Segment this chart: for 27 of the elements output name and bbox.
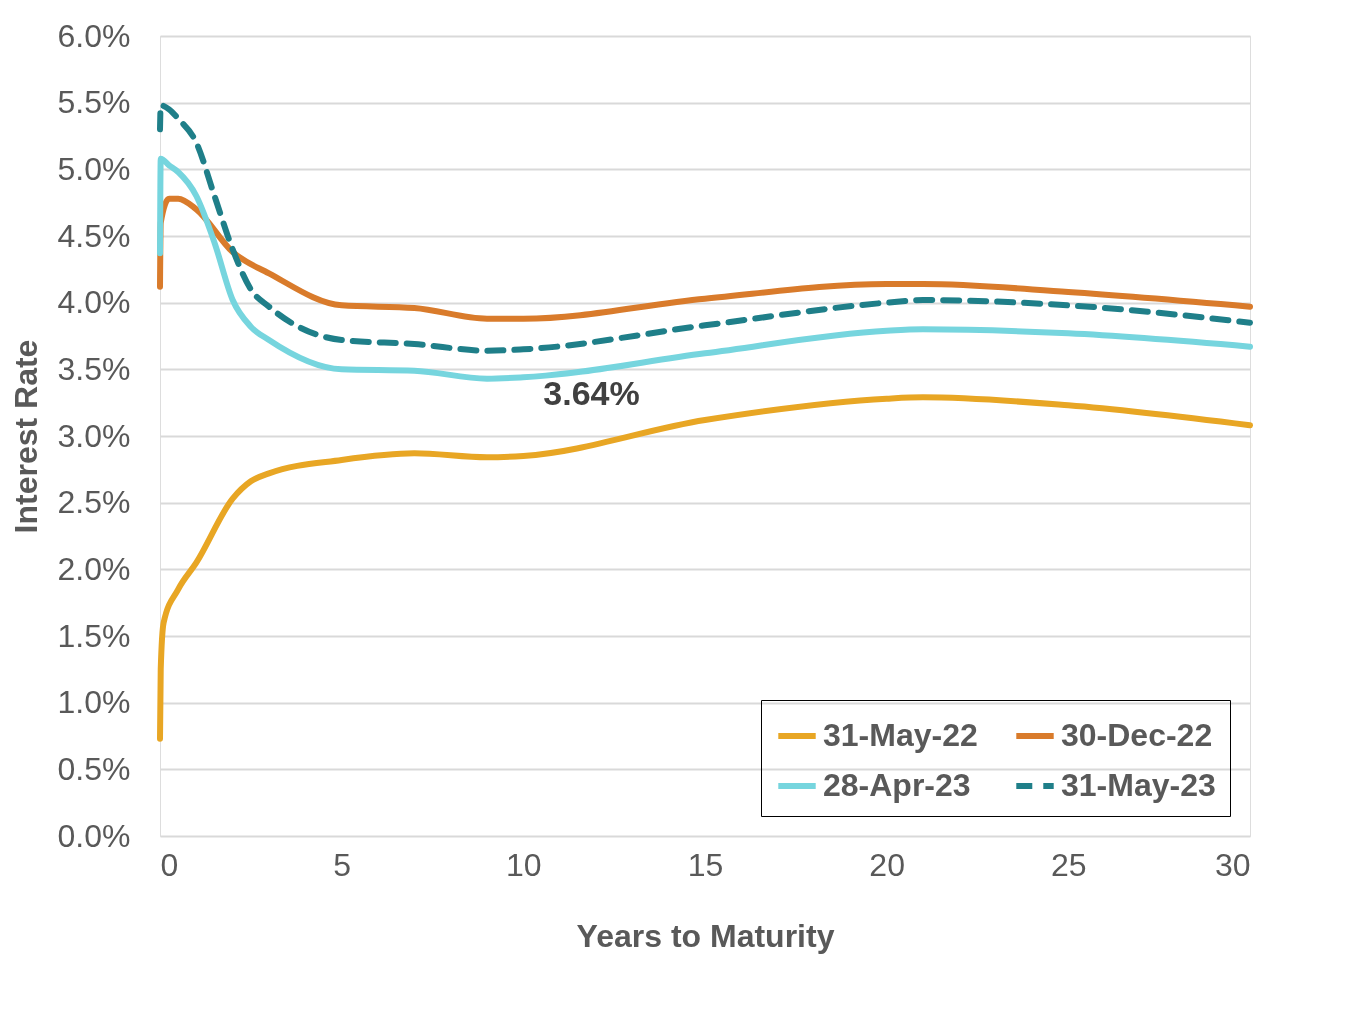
legend-label: 31-May-22: [823, 717, 978, 753]
y-tick-label: 4.5%: [57, 217, 131, 254]
y-tick-label: 0.0%: [57, 817, 131, 854]
y-tick-label: 1.0%: [57, 684, 131, 721]
legend-label: 30-Dec-22: [1061, 717, 1213, 753]
legend-label: 28-Apr-23: [823, 767, 971, 803]
y-tick-label: 1.5%: [57, 617, 131, 654]
x-tick-label: 20: [869, 846, 905, 883]
y-tick-label: 4.0%: [57, 284, 131, 321]
y-tick-label: 6.0%: [57, 17, 131, 54]
y-tick-label: 3.0%: [57, 417, 131, 454]
y-tick-label: 5.5%: [57, 84, 131, 121]
x-axis-title: Years to Maturity: [576, 917, 835, 954]
y-tick-label: 0.5%: [57, 750, 131, 787]
y-tick-label: 2.0%: [57, 550, 131, 587]
y-tick-label: 5.0%: [57, 150, 131, 187]
x-tick-label: 5: [333, 846, 352, 883]
legend-label: 31-May-23: [1061, 767, 1216, 803]
y-axis-title: Interest Rate: [7, 339, 44, 534]
y-tick-label: 2.5%: [57, 484, 131, 521]
x-tick-label: 15: [687, 846, 724, 883]
x-tick-label: 25: [1051, 846, 1087, 883]
y-tick-label: 3.5%: [57, 350, 131, 387]
x-tick-label: 0: [160, 846, 179, 883]
annotation: 3.64%: [543, 373, 640, 412]
x-tick-label: 10: [506, 846, 542, 883]
x-tick-label: 30: [1214, 846, 1251, 883]
